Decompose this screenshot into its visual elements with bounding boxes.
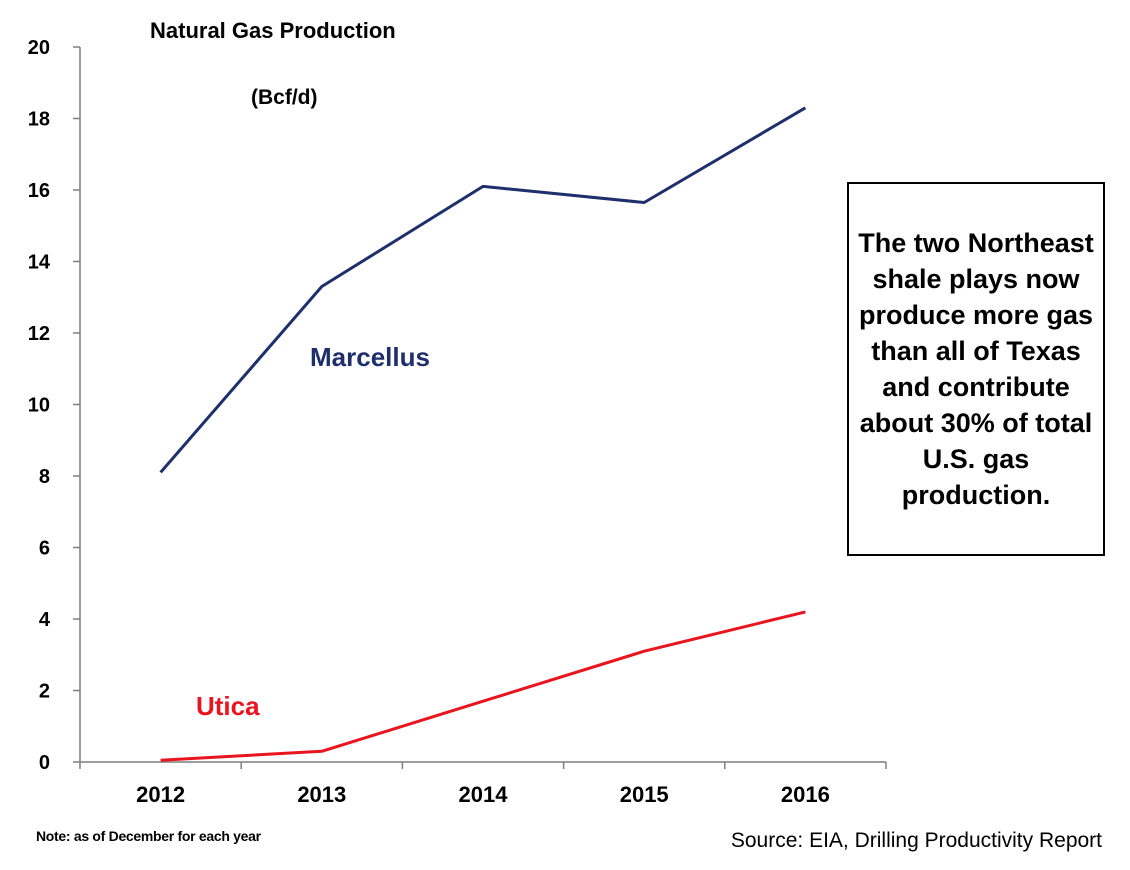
y-tick-label: 16 xyxy=(28,180,50,202)
y-tick-label: 12 xyxy=(28,323,50,345)
y-tick-label: 6 xyxy=(39,538,50,560)
x-tick-label: 2014 xyxy=(459,782,509,807)
y-tick-label: 2 xyxy=(39,681,50,703)
y-axis-ticks: 0 2 4 6 8 10 12 14 16 18 20 xyxy=(28,37,80,774)
x-tick-label: 2016 xyxy=(781,782,830,807)
x-tick-label: 2015 xyxy=(620,782,669,807)
y-tick-label: 4 xyxy=(39,609,51,631)
series-label-utica: Utica xyxy=(196,691,260,721)
x-tick-label: 2012 xyxy=(136,782,185,807)
y-tick-label: 8 xyxy=(39,466,50,488)
y-tick-label: 10 xyxy=(28,395,50,417)
series-label-marcellus: Marcellus xyxy=(310,342,430,372)
source-text: Source: EIA, Drilling Productivity Repor… xyxy=(730,829,1102,852)
chart-title: Natural Gas Production xyxy=(150,18,396,43)
footnote: Note: as of December for each year xyxy=(36,828,261,844)
axes xyxy=(79,47,886,763)
x-axis-ticks: 2012 2013 2014 2015 2016 xyxy=(79,762,887,807)
callout-box: The two Northeast shale plays now produc… xyxy=(847,182,1105,556)
series-line-utica xyxy=(160,610,806,762)
y-tick-label: 0 xyxy=(39,752,50,774)
x-tick-label: 2013 xyxy=(297,782,346,807)
callout-text: The two Northeast shale plays now produc… xyxy=(858,228,1094,510)
y-tick-label: 18 xyxy=(28,109,50,131)
chart-subtitle: (Bcf/d) xyxy=(251,86,318,109)
y-tick-label: 20 xyxy=(28,37,50,59)
series-lines xyxy=(159,106,807,762)
y-tick-label: 14 xyxy=(28,252,51,274)
series-line-marcellus xyxy=(159,106,807,474)
